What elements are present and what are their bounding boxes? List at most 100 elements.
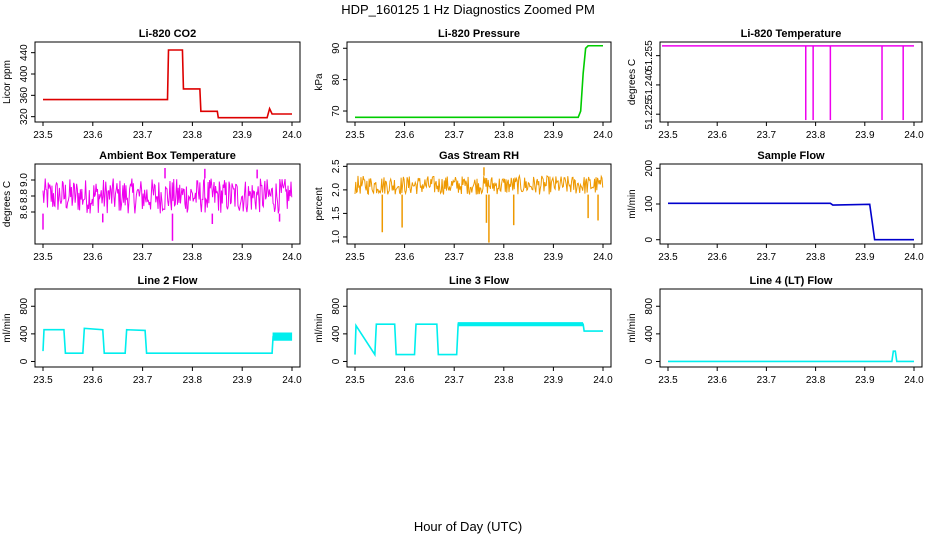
x-tick-label: 23.9 xyxy=(855,375,875,386)
y-tick-label: 2.0 xyxy=(331,182,342,196)
panel-title: Line 2 Flow xyxy=(138,275,198,287)
series-line xyxy=(42,177,293,214)
x-tick-label: 23.5 xyxy=(345,252,365,263)
x-tick-label: 23.5 xyxy=(658,252,678,263)
y-tick-label: 51.255 xyxy=(644,40,655,71)
panel-1: Li-820 CO2 Licor ppm 23.5 23.6 23.7 23.8 23.9 2… xyxy=(2,28,302,141)
series xyxy=(662,45,914,121)
y-tick-label: 100 xyxy=(644,195,655,212)
x-tick-label: 23.6 xyxy=(707,375,727,386)
x-tick-label: 23.8 xyxy=(806,375,826,386)
x-tick-label: 24.0 xyxy=(593,252,613,263)
y-tick-label: 1.0 xyxy=(331,230,342,244)
series-band xyxy=(457,322,584,327)
series xyxy=(42,168,293,241)
series-line xyxy=(355,44,603,119)
y-tick-label: 200 xyxy=(644,160,655,177)
y-tick-label: 51.225 xyxy=(644,98,655,129)
x-tick-label: 23.7 xyxy=(133,375,153,386)
x-tick-label: 23.8 xyxy=(183,375,203,386)
panel-title: Line 3 Flow xyxy=(449,275,509,287)
x-tick-label: 23.5 xyxy=(658,130,678,141)
x-tick-label: 23.8 xyxy=(806,130,826,141)
y-axis-label: ml/min xyxy=(627,313,638,342)
x-tick-label: 23.7 xyxy=(133,252,153,263)
series-line xyxy=(43,49,292,119)
y-tick-label: 0 xyxy=(644,236,655,242)
plot-frame xyxy=(659,288,923,368)
plot-frame xyxy=(34,163,301,245)
panel-6: Sample Flow ml/min 23.5 23.6 23.7 23.8 23.9 24.… xyxy=(627,150,924,263)
y-axis-label: kPa xyxy=(314,73,325,91)
y-tick-label: 800 xyxy=(19,297,30,314)
panel-3: Li-820 Temperature degrees C 23.5 23.6 23.7 2… xyxy=(627,28,924,141)
panel-title: Sample Flow xyxy=(757,150,825,162)
x-tick-label: 23.6 xyxy=(395,375,415,386)
panel-title: Li-820 Temperature xyxy=(741,28,842,40)
plot-frame xyxy=(659,41,923,123)
x-tick-label: 23.7 xyxy=(444,130,464,141)
x-tick-label: 23.5 xyxy=(33,130,53,141)
panel-7: Line 2 Flow ml/min 23.5 23.6 23.7 23.8 23.9 24.… xyxy=(2,275,302,386)
y-tick-label: 400 xyxy=(19,65,30,82)
plot-frame xyxy=(346,288,612,368)
panels: Li-820 CO2 Licor ppm 23.5 23.6 23.7 23.8 23.9 2… xyxy=(2,28,924,386)
series-line xyxy=(354,173,604,196)
x-tick-label: 23.5 xyxy=(33,252,53,263)
y-tick-label: 360 xyxy=(19,87,30,104)
series xyxy=(354,322,603,358)
figure-xlabel: Hour of Day (UTC) xyxy=(414,519,522,534)
y-tick-label: 800 xyxy=(644,297,655,314)
panel-2: Li-820 Pressure kPa 23.5 23.6 23.7 23.8 23.9 24… xyxy=(314,28,613,141)
series-band xyxy=(272,332,293,341)
x-tick-label: 24.0 xyxy=(593,130,613,141)
x-tick-label: 24.0 xyxy=(904,375,924,386)
y-axis-label: ml/min xyxy=(627,189,638,218)
series-line xyxy=(42,327,292,354)
x-tick-label: 23.9 xyxy=(855,252,875,263)
panel-4: Ambient Box Temperature degrees C 23.5 23.6… xyxy=(2,150,302,263)
panel-title: Gas Stream RH xyxy=(439,150,519,162)
plot-frame xyxy=(346,41,612,123)
y-tick-label: 0 xyxy=(644,358,655,364)
x-tick-label: 23.9 xyxy=(544,375,564,386)
x-tick-label: 23.6 xyxy=(83,252,103,263)
x-tick-label: 23.9 xyxy=(544,130,564,141)
x-tick-label: 23.8 xyxy=(183,252,203,263)
x-tick-label: 23.9 xyxy=(232,375,252,386)
y-tick-label: 400 xyxy=(644,325,655,342)
panel-title: Ambient Box Temperature xyxy=(99,150,236,162)
x-tick-label: 23.9 xyxy=(544,252,564,263)
x-tick-label: 23.6 xyxy=(83,375,103,386)
y-tick-label: 8.6 xyxy=(19,205,30,219)
y-tick-label: 70 xyxy=(331,105,342,117)
x-tick-label: 23.5 xyxy=(345,130,365,141)
x-tick-label: 23.6 xyxy=(395,252,415,263)
panel-8: Line 3 Flow ml/min 23.5 23.6 23.7 23.8 23.9 24.… xyxy=(314,275,613,386)
x-tick-label: 24.0 xyxy=(282,130,302,141)
plot-frame xyxy=(34,288,301,368)
x-tick-label: 23.7 xyxy=(757,375,777,386)
y-tick-label: 2.5 xyxy=(331,159,342,173)
x-tick-label: 23.6 xyxy=(707,130,727,141)
y-axis-label: ml/min xyxy=(2,313,13,342)
plot-frame xyxy=(346,163,612,245)
x-tick-label: 23.8 xyxy=(494,375,514,386)
series-line xyxy=(668,202,914,241)
series-line xyxy=(354,323,603,358)
x-tick-label: 23.5 xyxy=(658,375,678,386)
series xyxy=(43,49,292,119)
x-tick-label: 23.8 xyxy=(806,252,826,263)
x-tick-label: 23.7 xyxy=(444,252,464,263)
x-tick-label: 24.0 xyxy=(282,252,302,263)
y-axis-label: degrees C xyxy=(627,59,638,105)
y-tick-label: 0 xyxy=(19,358,30,364)
x-tick-label: 24.0 xyxy=(904,252,924,263)
x-tick-label: 23.9 xyxy=(855,130,875,141)
x-tick-label: 23.6 xyxy=(83,130,103,141)
x-tick-label: 23.9 xyxy=(232,130,252,141)
y-tick-label: 90 xyxy=(331,42,342,54)
y-axis-label: percent xyxy=(314,187,325,221)
y-tick-label: 8.8 xyxy=(19,189,30,203)
